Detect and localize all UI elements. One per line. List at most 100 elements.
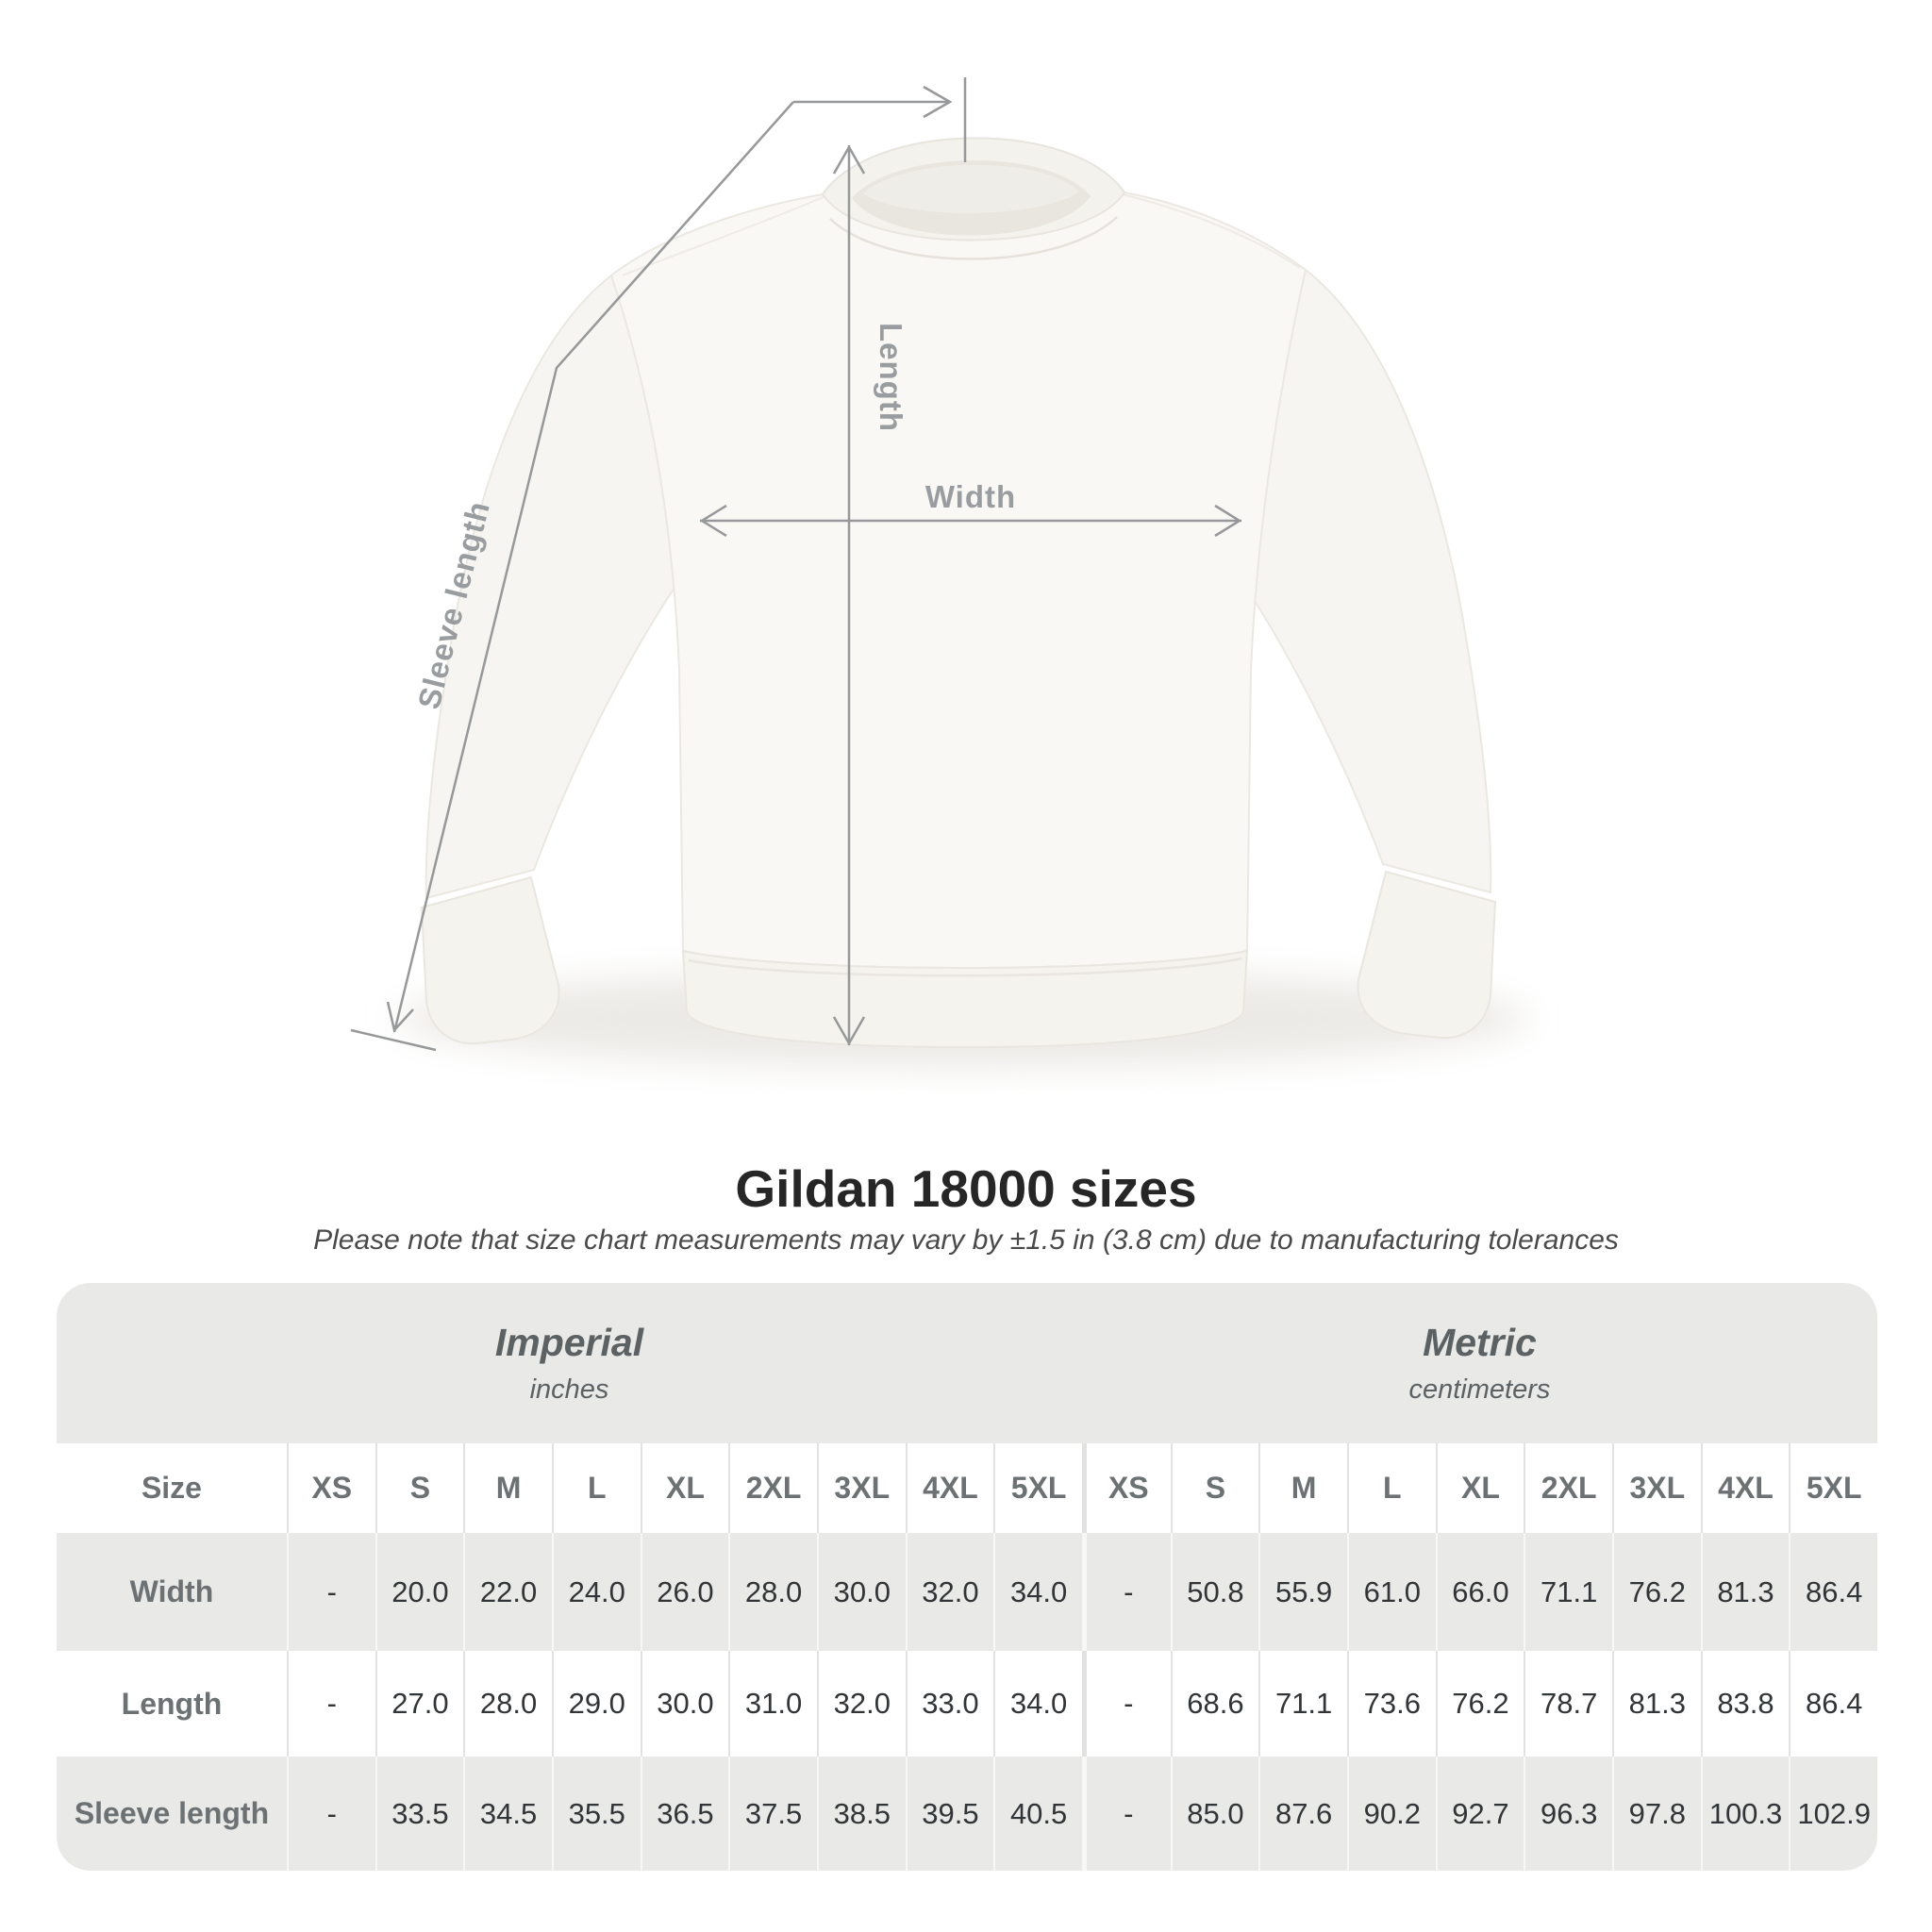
table-row-sleeve-length: Sleeve length - 33.5 34.5 35.5 36.5 37.5… [57, 1757, 1877, 1871]
size-header-metric-xl: XL [1435, 1443, 1524, 1533]
page-title: Gildan 18000 sizes [735, 1159, 1197, 1218]
table-cell: 22.0 [463, 1533, 552, 1651]
table-cell: 50.8 [1170, 1533, 1259, 1651]
size-header-metric-xs: XS [1081, 1443, 1171, 1533]
table-cell: 34.0 [993, 1651, 1082, 1757]
table-cell: 68.6 [1170, 1651, 1259, 1757]
length-label: Length [874, 323, 908, 432]
back-neck [863, 164, 1079, 213]
size-header-imperial-m: M [463, 1443, 552, 1533]
table-cell: 30.0 [816, 1533, 906, 1651]
table-cell: 36.5 [640, 1757, 729, 1871]
metric-label: Metric [1423, 1321, 1537, 1364]
table-cell: 66.0 [1435, 1533, 1524, 1651]
size-header-metric-s: S [1170, 1443, 1259, 1533]
size-header-metric-5xl: 5XL [1789, 1443, 1877, 1533]
table-cell: 102.9 [1789, 1757, 1877, 1871]
imperial-sublabel: inches [529, 1374, 609, 1405]
table-cell: 26.0 [640, 1533, 729, 1651]
table-cell: 31.0 [728, 1651, 817, 1757]
sleeve-diagonal-line [392, 101, 794, 1033]
size-header-imperial-xl: XL [640, 1443, 729, 1533]
table-cell: 81.3 [1700, 1533, 1790, 1651]
table-cell: 73.6 [1346, 1651, 1436, 1757]
collar-stitch [829, 216, 1118, 260]
size-table: Imperial inches Metric centimeters Size … [57, 1283, 1877, 1871]
size-header-metric-2xl: 2XL [1524, 1443, 1612, 1533]
sweatshirt-body [609, 137, 1307, 969]
row-label-sleeve-length: Sleeve length [74, 1796, 270, 1830]
table-row-length: Length - 27.0 28.0 29.0 30.0 31.0 32.0 3… [57, 1651, 1877, 1757]
table-cell: 96.3 [1524, 1757, 1612, 1871]
table-cell: 29.0 [551, 1651, 641, 1757]
right-cuff [1357, 870, 1497, 1040]
table-cell: 32.0 [816, 1651, 906, 1757]
table-cell: - [286, 1651, 375, 1757]
size-header-imperial-l: L [551, 1443, 641, 1533]
width-arrowhead-left [699, 504, 727, 538]
table-cell: 28.0 [463, 1651, 552, 1757]
size-header-imperial-4xl: 4XL [905, 1443, 994, 1533]
table-cell: 97.8 [1611, 1757, 1701, 1871]
table-cell: 76.2 [1611, 1533, 1701, 1651]
table-cell: - [1081, 1757, 1171, 1871]
table-cell: 40.5 [993, 1757, 1082, 1871]
size-header-metric-3xl: 3XL [1611, 1443, 1701, 1533]
sweatshirt-image [396, 137, 1528, 1068]
table-cell: 37.5 [728, 1757, 817, 1871]
right-shoulder-seam [1122, 193, 1301, 269]
row-label-width: Width [129, 1574, 214, 1608]
table-cell: - [1081, 1533, 1171, 1651]
length-arrowhead-top [832, 144, 866, 175]
table-cell: 83.8 [1700, 1651, 1790, 1757]
size-header-imperial-s: S [375, 1443, 464, 1533]
size-header-imperial-xs: XS [286, 1443, 375, 1533]
row-label-length: Length [121, 1686, 223, 1721]
table-cell: 27.0 [375, 1651, 464, 1757]
table-cell: 32.0 [905, 1533, 994, 1651]
cuff-tick [350, 1028, 437, 1052]
table-cell: - [286, 1757, 375, 1871]
table-cell: 30.0 [640, 1651, 729, 1757]
sleeve-arrowhead-cuff [386, 1001, 414, 1033]
imperial-group-header: Imperial inches [57, 1283, 1082, 1443]
table-cell: 90.2 [1346, 1757, 1436, 1871]
table-cell: 38.5 [816, 1757, 906, 1871]
table-cell: 81.3 [1611, 1651, 1701, 1757]
size-header-imperial-3xl: 3XL [816, 1443, 906, 1533]
size-header-imperial-5xl: 5XL [993, 1443, 1082, 1533]
left-cuff [420, 875, 560, 1045]
table-cell: 76.2 [1435, 1651, 1524, 1757]
sleeve-arrowhead-right [923, 85, 953, 119]
table-cell: 33.0 [905, 1651, 994, 1757]
size-column-header: Size [141, 1471, 202, 1505]
table-cell: 35.5 [551, 1757, 641, 1871]
table-cell: 87.6 [1258, 1757, 1347, 1871]
table-row-width: Width - 20.0 22.0 24.0 26.0 28.0 30.0 32… [57, 1533, 1877, 1651]
hem-band [681, 949, 1249, 1049]
length-arrowhead-bottom [832, 1016, 866, 1046]
table-cell: 71.1 [1258, 1651, 1347, 1757]
size-header-metric-4xl: 4XL [1700, 1443, 1790, 1533]
table-cell: 71.1 [1524, 1533, 1612, 1651]
table-cell: 24.0 [551, 1533, 641, 1651]
table-cell: 86.4 [1789, 1651, 1877, 1757]
table-cell: 39.5 [905, 1757, 994, 1871]
table-cell: 78.7 [1524, 1651, 1612, 1757]
table-cell: 55.9 [1258, 1533, 1347, 1651]
hem-seam [688, 957, 1242, 977]
table-cell: - [1081, 1651, 1171, 1757]
table-cell: 20.0 [375, 1533, 464, 1651]
metric-group-header: Metric centimeters [1082, 1283, 1877, 1443]
size-header-metric-m: M [1258, 1443, 1347, 1533]
table-cell: 100.3 [1700, 1757, 1790, 1871]
sweatshirt-size-diagram: Width Length Sleeve length [350, 77, 1528, 1068]
imperial-label: Imperial [494, 1321, 644, 1364]
size-header-imperial-2xl: 2XL [728, 1443, 817, 1533]
unit-group-band: Imperial inches Metric centimeters [57, 1283, 1877, 1443]
metric-sublabel: centimeters [1408, 1374, 1551, 1405]
table-cell: 92.7 [1435, 1757, 1524, 1871]
left-shoulder-seam [622, 195, 826, 276]
table-cell: 85.0 [1170, 1757, 1259, 1871]
width-arrowhead-right [1214, 504, 1242, 538]
